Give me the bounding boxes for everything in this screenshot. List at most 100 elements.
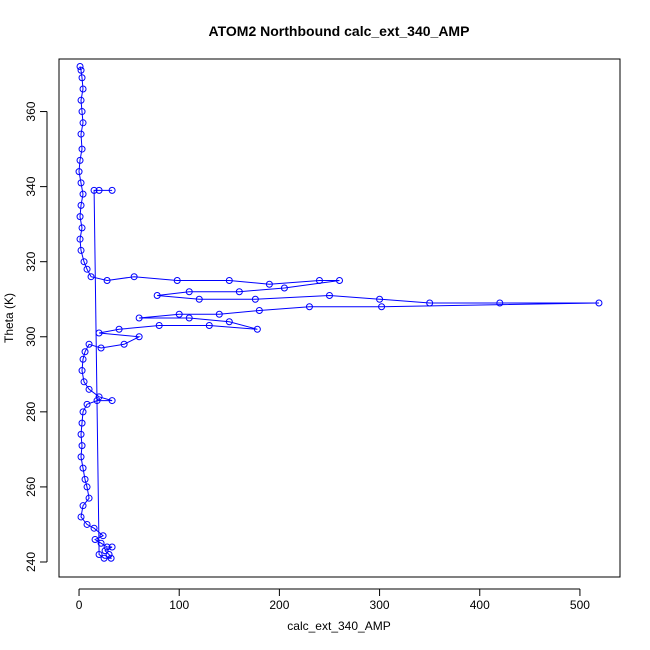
data-point (76, 213, 84, 221)
data-point (79, 464, 87, 472)
data-point (77, 201, 85, 209)
data-point (95, 393, 103, 401)
plot-frame (58, 58, 621, 578)
data-point (185, 314, 193, 322)
data-point (77, 513, 85, 521)
data-point (225, 318, 233, 326)
x-tick-label: 0 (76, 598, 83, 612)
data-point (78, 224, 86, 232)
series-line (78, 66, 600, 559)
data-point (77, 96, 85, 104)
data-point (175, 310, 183, 318)
data-point (205, 322, 213, 330)
x-axis: 0 100 200 300 400 500 (76, 588, 590, 612)
data-point (90, 524, 98, 532)
x-axis-label: calc_ext_340_AMP (287, 619, 390, 633)
data-point (253, 325, 261, 333)
data-point (76, 63, 84, 71)
y-axis-label: Theta (K) (2, 293, 16, 343)
data-point (79, 408, 87, 416)
data-point (83, 483, 91, 491)
x-tick-label: 500 (570, 598, 590, 612)
data-point (77, 66, 85, 74)
x-tick-label: 200 (269, 598, 289, 612)
chart-title: ATOM2 Northbound calc_ext_340_AMP (209, 23, 470, 39)
data-point (80, 378, 88, 386)
data-point (595, 299, 603, 307)
data-point (77, 246, 85, 254)
data-point (75, 168, 83, 176)
data-point (78, 145, 86, 153)
data-point (135, 314, 143, 322)
data-point (185, 288, 193, 296)
data-point (195, 295, 203, 303)
data-point (76, 235, 84, 243)
data-point (265, 280, 273, 288)
data-point (305, 303, 313, 311)
y-axis: 240 260 280 300 320 340 360 (24, 101, 48, 572)
data-point (85, 340, 93, 348)
data-point (77, 453, 85, 461)
data-point (426, 299, 434, 307)
data-point (80, 258, 88, 266)
data-point (130, 273, 138, 281)
data-point (225, 276, 233, 284)
data-point (107, 554, 115, 562)
data-point (78, 419, 86, 427)
data-point (99, 532, 107, 540)
data-point (135, 333, 143, 341)
data-point (79, 119, 87, 127)
data-point (76, 156, 84, 164)
data-point (100, 554, 108, 562)
x-tick-label: 100 (169, 598, 189, 612)
data-point (79, 355, 87, 363)
data-point (173, 276, 181, 284)
data-point (77, 430, 85, 438)
data-point (90, 186, 98, 194)
data-point (108, 186, 116, 194)
data-point (95, 329, 103, 337)
y-tick-label: 360 (24, 101, 38, 121)
data-point (85, 385, 93, 393)
y-tick-label: 260 (24, 477, 38, 497)
data-point (93, 397, 101, 405)
data-point (325, 291, 333, 299)
data-point (155, 322, 163, 330)
data-point (87, 273, 95, 281)
data-point (97, 539, 105, 547)
data-point (78, 367, 86, 375)
data-point (120, 340, 128, 348)
data-point (215, 310, 223, 318)
data-point (255, 306, 263, 314)
y-tick-label: 240 (24, 552, 38, 572)
y-tick-label: 280 (24, 402, 38, 422)
data-point (108, 397, 116, 405)
data-point (95, 186, 103, 194)
y-tick-label: 340 (24, 176, 38, 196)
data-point (78, 108, 86, 116)
data-point (77, 130, 85, 138)
data-point (78, 74, 86, 82)
data-point (103, 276, 111, 284)
series-layer (75, 63, 603, 562)
data-point (91, 535, 99, 543)
data-point (376, 295, 384, 303)
data-point (95, 550, 103, 558)
data-point (78, 442, 86, 450)
y-tick-label: 300 (24, 326, 38, 346)
data-point (97, 344, 105, 352)
data-point (153, 291, 161, 299)
data-point (315, 276, 323, 284)
data-point (81, 475, 89, 483)
x-tick-label: 300 (370, 598, 390, 612)
data-point (235, 288, 243, 296)
data-point (83, 265, 91, 273)
data-point (115, 325, 123, 333)
data-point (79, 85, 87, 93)
data-point (108, 543, 116, 551)
data-point (101, 547, 109, 555)
data-point (83, 400, 91, 408)
data-point (280, 284, 288, 292)
data-point (496, 299, 504, 307)
